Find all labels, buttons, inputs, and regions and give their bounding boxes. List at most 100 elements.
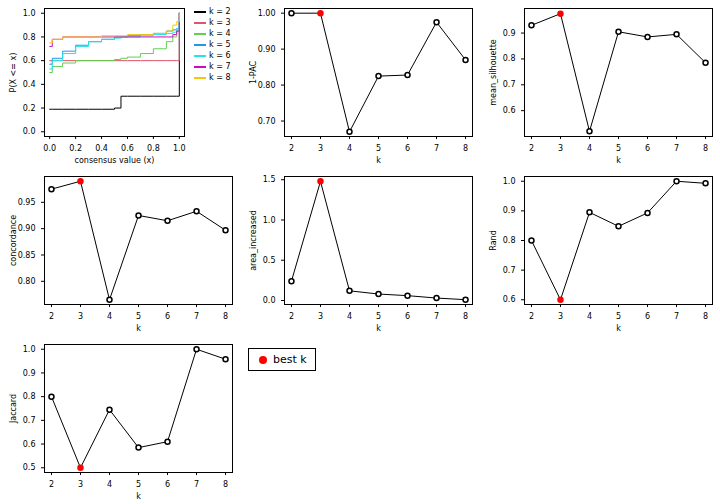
svg-text:0.5: 0.5	[263, 256, 276, 265]
svg-text:k: k	[376, 324, 381, 333]
svg-text:0.90: 0.90	[18, 224, 36, 233]
html-text:k = 4: k = 4	[209, 29, 231, 38]
svg-text:5: 5	[136, 480, 141, 489]
svg-text:1.5: 1.5	[263, 175, 276, 184]
svg-text:4: 4	[347, 144, 352, 153]
svg-text:k: k	[136, 324, 141, 333]
svg-text:0.6: 0.6	[121, 144, 134, 153]
svg-text:k: k	[616, 324, 621, 333]
svg-text:6: 6	[645, 312, 650, 321]
html-text:k = 2: k = 2	[209, 7, 231, 16]
svg-text:5: 5	[616, 144, 621, 153]
svg-text:0.0: 0.0	[23, 127, 36, 136]
svg-text:3: 3	[558, 144, 563, 153]
html-text:k = 3: k = 3	[209, 18, 231, 27]
svg-text:0.70: 0.70	[258, 117, 276, 126]
svg-text:4: 4	[347, 312, 352, 321]
svg-text:0.8: 0.8	[503, 54, 516, 63]
svg-text:0.85: 0.85	[18, 251, 36, 260]
svg-text:5: 5	[376, 312, 381, 321]
svg-text:0.8: 0.8	[23, 392, 36, 401]
svg-text:8: 8	[223, 312, 228, 321]
svg-text:Rand: Rand	[489, 230, 498, 250]
svg-text:0.9: 0.9	[23, 369, 36, 378]
svg-text:3: 3	[78, 312, 83, 321]
svg-text:0.6: 0.6	[503, 295, 516, 304]
svg-text:0.80: 0.80	[18, 277, 36, 286]
svg-text:0.5: 0.5	[23, 463, 36, 472]
svg-text:7: 7	[434, 144, 439, 153]
svg-text:0.6: 0.6	[23, 440, 36, 449]
svg-text:0.4: 0.4	[23, 80, 36, 89]
svg-text:area_increased: area_increased	[249, 210, 258, 271]
svg-text:0.2: 0.2	[69, 144, 82, 153]
svg-text:7: 7	[674, 312, 679, 321]
svg-text:1.0: 1.0	[263, 216, 276, 225]
svg-text:7: 7	[194, 312, 199, 321]
svg-text:0.8: 0.8	[147, 144, 160, 153]
svg-text:2: 2	[529, 312, 534, 321]
svg-text:k: k	[136, 492, 141, 501]
html-text:best k: best k	[273, 353, 307, 366]
svg-text:1.0: 1.0	[23, 9, 36, 18]
svg-text:0.9: 0.9	[503, 29, 516, 38]
svg-text:k: k	[616, 156, 621, 165]
svg-text:concordance: concordance	[9, 215, 18, 266]
svg-text:1-PAC: 1-PAC	[249, 60, 258, 84]
svg-text:7: 7	[194, 480, 199, 489]
svg-text:8: 8	[223, 480, 228, 489]
svg-text:3: 3	[558, 312, 563, 321]
svg-text:5: 5	[616, 312, 621, 321]
svg-text:0.7: 0.7	[23, 416, 36, 425]
svg-text:0.95: 0.95	[18, 198, 36, 207]
svg-text:4: 4	[107, 480, 112, 489]
svg-text:0.4: 0.4	[95, 144, 108, 153]
svg-text:0.9: 0.9	[503, 206, 516, 215]
svg-text:3: 3	[78, 480, 83, 489]
svg-text:0.0: 0.0	[263, 296, 276, 305]
svg-text:0.80: 0.80	[258, 81, 276, 90]
svg-text:consensus value (x): consensus value (x)	[75, 156, 155, 165]
svg-text:3: 3	[318, 312, 323, 321]
svg-text:5: 5	[136, 312, 141, 321]
svg-text:mean_silhouette: mean_silhouette	[489, 39, 498, 106]
svg-text:8: 8	[463, 312, 468, 321]
svg-text:2: 2	[289, 312, 294, 321]
svg-text:8: 8	[703, 144, 708, 153]
svg-text:0.0: 0.0	[43, 144, 56, 153]
svg-text:0.8: 0.8	[503, 236, 516, 245]
svg-text:Jaccard: Jaccard	[9, 394, 18, 424]
svg-text:1.0: 1.0	[23, 345, 36, 354]
svg-text:8: 8	[463, 144, 468, 153]
svg-text:4: 4	[587, 312, 592, 321]
svg-text:6: 6	[645, 144, 650, 153]
svg-text:1.0: 1.0	[503, 177, 516, 186]
svg-text:2: 2	[529, 144, 534, 153]
svg-text:6: 6	[165, 312, 170, 321]
svg-text:4: 4	[587, 144, 592, 153]
svg-text:0.2: 0.2	[23, 104, 36, 113]
svg-text:0.7: 0.7	[503, 266, 516, 275]
svg-text:7: 7	[434, 312, 439, 321]
svg-text:1.0: 1.0	[173, 144, 186, 153]
svg-text:0.8: 0.8	[23, 33, 36, 42]
svg-text:4: 4	[107, 312, 112, 321]
svg-text:6: 6	[165, 480, 170, 489]
svg-text:0.6: 0.6	[503, 106, 516, 115]
svg-text:2: 2	[49, 312, 54, 321]
svg-text:3: 3	[318, 144, 323, 153]
svg-text:5: 5	[376, 144, 381, 153]
svg-text:k: k	[376, 156, 381, 165]
svg-text:7: 7	[674, 144, 679, 153]
svg-text:1.00: 1.00	[258, 9, 276, 18]
svg-text:0.90: 0.90	[258, 45, 276, 54]
svg-text:2: 2	[49, 480, 54, 489]
svg-text:P(X <= x): P(X <= x)	[9, 53, 18, 93]
html-text:k = 5: k = 5	[209, 40, 231, 49]
svg-text:8: 8	[703, 312, 708, 321]
svg-text:6: 6	[405, 144, 410, 153]
svg-text:2: 2	[289, 144, 294, 153]
svg-text:6: 6	[405, 312, 410, 321]
svg-text:0.6: 0.6	[23, 56, 36, 65]
svg-text:0.7: 0.7	[503, 80, 516, 89]
